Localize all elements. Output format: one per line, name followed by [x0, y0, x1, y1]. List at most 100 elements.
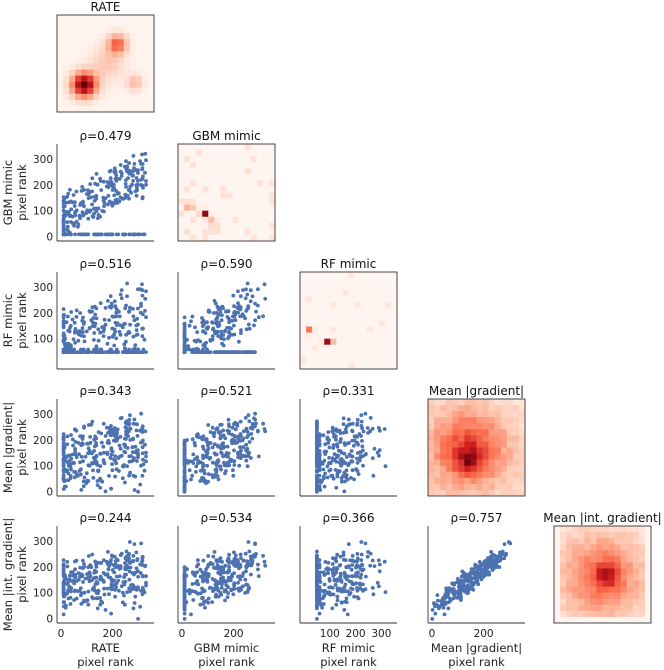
heatmap-cell [578, 598, 585, 606]
scatter-point [114, 336, 119, 341]
heatmap-cell [330, 308, 337, 315]
heatmap-cell [57, 105, 64, 113]
scatter-point [128, 438, 133, 442]
scatter-point [359, 572, 363, 577]
scatter-point [119, 416, 124, 420]
heatmap-cell [452, 465, 459, 473]
heatmap-cell [256, 204, 264, 211]
scatter-point [253, 541, 257, 546]
heatmap-cell [590, 556, 597, 563]
heatmap-cell [123, 39, 131, 46]
heatmap-cell [214, 192, 221, 199]
heatmap-cell [482, 477, 489, 485]
scatter-point [144, 289, 148, 294]
heatmap-cell [178, 198, 185, 205]
scatter-point [108, 586, 113, 590]
heatmap-cell [135, 81, 143, 89]
heatmap-cell [572, 574, 579, 581]
scatter-point [355, 588, 360, 593]
scatter-point [129, 583, 134, 587]
scatter-point [110, 468, 115, 473]
heatmap-cell [578, 526, 585, 533]
heatmap-cell [482, 465, 489, 473]
scatter-point [350, 563, 355, 567]
heatmap-cell [638, 544, 646, 551]
scatter-point [371, 592, 376, 597]
heatmap-cell [336, 272, 343, 279]
heatmap-cell [434, 441, 441, 448]
scatter-point [101, 179, 106, 184]
heatmap-cell [226, 210, 233, 218]
heatmap-cell [196, 234, 203, 242]
scatter-point [94, 346, 99, 351]
heatmap-cell [632, 556, 640, 563]
heatmap-cell [81, 33, 88, 40]
scatter-point [140, 166, 145, 171]
heatmap-cell [512, 429, 520, 436]
scatter-point [93, 559, 98, 564]
points-layer [61, 151, 513, 621]
scatter-point [327, 455, 331, 460]
scatter-point [187, 588, 192, 592]
heatmap-cell [614, 526, 621, 533]
heatmap-cell [306, 350, 313, 358]
heatmap-cell [596, 526, 603, 533]
heatmap-cell [620, 556, 628, 563]
scatter-point [355, 417, 360, 422]
heatmap-cell [572, 538, 579, 545]
heatmap-cell [632, 568, 640, 575]
scatter-point [98, 451, 102, 456]
heatmap-cell [184, 222, 191, 230]
scatter-point [227, 552, 232, 557]
heatmap-cell [440, 405, 447, 412]
scatter-point [118, 163, 123, 167]
heatmap-cell [632, 526, 640, 533]
scatter-point [212, 442, 217, 447]
scatter-point [141, 232, 146, 237]
scatter-point [339, 573, 343, 578]
scatter-point [105, 572, 110, 576]
scatter-point [136, 489, 141, 494]
scatter-point [315, 572, 319, 576]
scatter-point [430, 608, 435, 612]
heatmap-cell [105, 105, 112, 113]
heatmap-cell [141, 21, 149, 28]
heatmap-cell [566, 538, 573, 545]
heatmap-cell [178, 144, 185, 151]
scatter-point [201, 453, 205, 458]
heatmap-cell [99, 57, 106, 64]
heatmap-cell [190, 210, 197, 218]
heatmap-cell [464, 477, 471, 485]
heatmap-cell [244, 156, 252, 163]
heatmap-cell [190, 168, 197, 175]
heatmap-cell [446, 483, 453, 491]
heatmap-cell [232, 210, 239, 218]
heatmap-cell [378, 320, 386, 327]
scatter-point [326, 441, 331, 445]
heatmap-cell [63, 87, 70, 95]
heatmap-cell [342, 278, 349, 285]
scatter-point [141, 326, 145, 331]
heatmap-cell [220, 144, 227, 151]
heatmap-cell [470, 411, 477, 418]
heatmap-cell [366, 284, 374, 291]
scatter-point [144, 580, 148, 585]
heatmap-cell [644, 538, 652, 545]
heatmap-cell [184, 216, 191, 224]
heatmap-cell [488, 465, 495, 473]
scatter-point [80, 210, 85, 215]
heatmap-cell [306, 362, 313, 370]
heatmap-cell [342, 344, 349, 352]
heatmap-cell [184, 234, 191, 242]
scatter-point [227, 568, 231, 572]
heatmap-cell [330, 296, 337, 303]
scatter-point [102, 204, 106, 209]
heatmap-cell [123, 51, 131, 58]
heatmap-cell [87, 93, 94, 101]
heatmap-cell [238, 150, 245, 157]
scatter-point [143, 296, 148, 301]
scatter-point [210, 445, 215, 450]
heatmap-cell [232, 228, 239, 236]
heatmap-title: GBM mimic [192, 129, 260, 143]
